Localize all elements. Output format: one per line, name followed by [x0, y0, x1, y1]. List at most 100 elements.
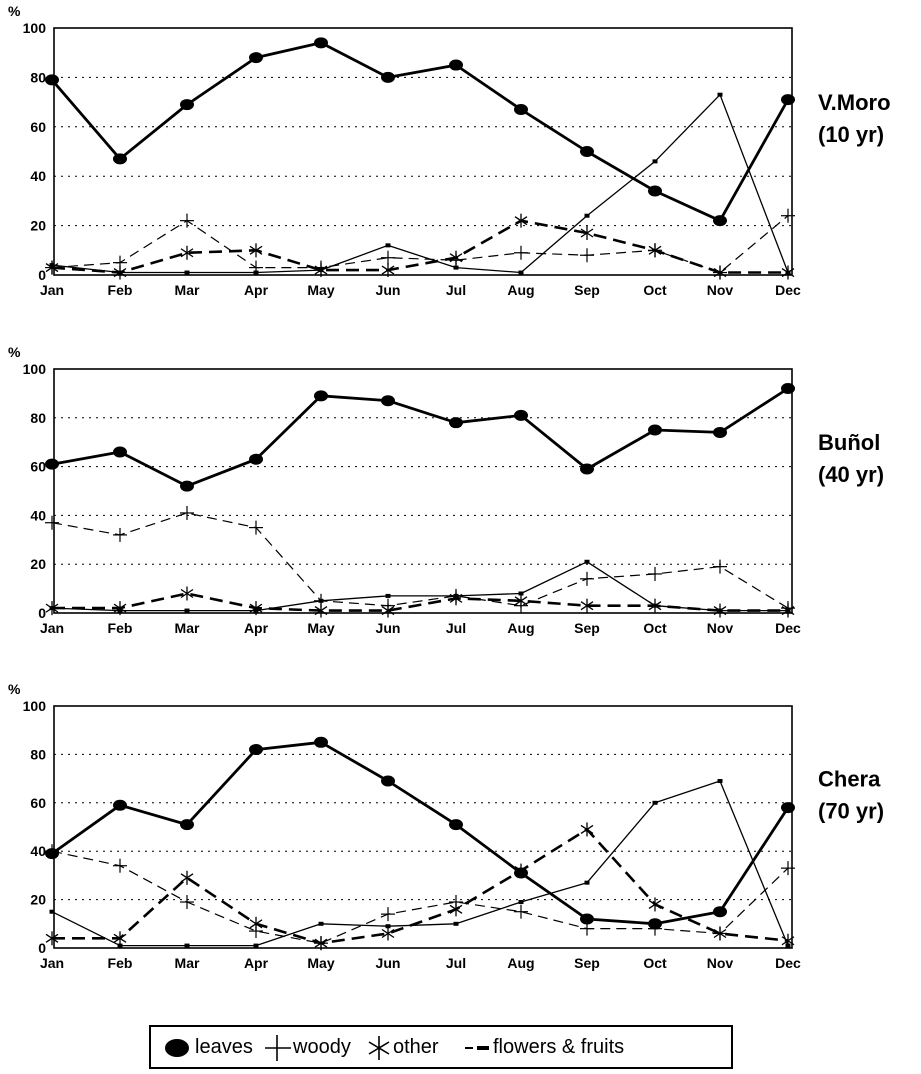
- leaves-point: [249, 744, 263, 756]
- x-tick-label: Apr: [244, 620, 269, 636]
- legend-woody-marker: [265, 1035, 291, 1061]
- leaves-point: [314, 390, 328, 402]
- y-tick-label: 40: [30, 507, 46, 523]
- x-tick-label: Mar: [175, 955, 200, 971]
- x-tick-label: Jun: [376, 282, 401, 298]
- flowers-point: [49, 606, 55, 611]
- other-point: [449, 250, 463, 265]
- site-label: V.Moro: [818, 90, 891, 115]
- other-point-d2: [713, 928, 727, 939]
- x-tick-label: Feb: [108, 282, 133, 298]
- woody-point: [514, 904, 528, 919]
- legend-woody-label: woody: [293, 1036, 351, 1058]
- other-point: [514, 863, 528, 878]
- other-point: [180, 870, 194, 885]
- woody-point: [781, 861, 795, 876]
- x-tick-label: Apr: [244, 282, 269, 298]
- other-point: [580, 598, 594, 613]
- y-tick-label: 100: [23, 361, 47, 377]
- series-line-woody: [51, 215, 789, 274]
- flowers-point: [49, 263, 55, 268]
- woody-point: [180, 505, 194, 520]
- legend-leaves-marker: [165, 1039, 189, 1057]
- plot-frame: [53, 368, 793, 614]
- other-point: [381, 603, 395, 618]
- flowers-point: [652, 603, 658, 608]
- flowers-point: [318, 598, 324, 603]
- flowers-point: [385, 593, 391, 598]
- other-point: [249, 243, 263, 258]
- woody-point: [180, 213, 194, 228]
- woody-point: [381, 250, 395, 265]
- other-point: [314, 936, 328, 951]
- flowers-point: [184, 270, 190, 275]
- leaves-point: [514, 409, 528, 421]
- y-tick-label: 60: [30, 459, 46, 475]
- x-tick-label: May: [307, 282, 334, 298]
- x-tick-label: Dec: [775, 955, 801, 971]
- other-point: [580, 822, 594, 837]
- flowers-point: [785, 943, 791, 948]
- leaves-point: [45, 74, 59, 86]
- other-point-d2: [449, 904, 463, 914]
- series-line-other: [52, 828, 789, 945]
- other-point-d2: [580, 228, 594, 238]
- y-tick-label: 60: [30, 119, 46, 135]
- woody-point: [113, 527, 127, 542]
- other-point-d2: [580, 824, 594, 834]
- x-tick-label: Oct: [643, 955, 667, 971]
- flowers-point: [117, 943, 123, 948]
- other-point-d2: [781, 936, 795, 946]
- woody-point: [781, 208, 795, 223]
- other-point-d2: [249, 919, 263, 929]
- leaves-point: [113, 153, 127, 165]
- y-tick-label: 100: [23, 20, 47, 36]
- leaves-point: [381, 71, 395, 83]
- flowers-point: [584, 213, 590, 218]
- flowers-point: [785, 270, 791, 275]
- leaves-point: [180, 480, 194, 492]
- other-point-d2: [648, 899, 662, 909]
- y-tick-label: 20: [30, 892, 46, 908]
- flowers-point: [318, 268, 324, 273]
- plot-frame: [53, 27, 793, 276]
- other-point: [314, 603, 328, 618]
- x-tick-label: Mar: [175, 282, 200, 298]
- other-point-d2: [514, 866, 528, 876]
- legend-flowers-label: flowers & fruits: [493, 1036, 625, 1058]
- woody-point: [514, 245, 528, 260]
- other-point-d2: [648, 245, 662, 255]
- woody-point: [113, 858, 127, 873]
- x-tick-label: Sep: [574, 282, 600, 298]
- flowers-point: [652, 800, 658, 805]
- x-tick-label: Sep: [574, 955, 600, 971]
- x-tick-label: Oct: [643, 282, 667, 298]
- y-tick-label: 40: [30, 843, 46, 859]
- series-line-flowers-fruits: [51, 780, 789, 947]
- other-point: [514, 593, 528, 608]
- other-point-d2: [180, 588, 194, 599]
- x-tick-label: Aug: [507, 955, 534, 971]
- other-point-d2: [180, 248, 194, 258]
- x-tick-label: Jul: [446, 955, 466, 971]
- flowers-point: [117, 608, 123, 613]
- other-point-d2: [449, 253, 463, 263]
- flowers-point: [49, 909, 55, 914]
- flowers-point: [385, 924, 391, 929]
- woody-point: [180, 895, 194, 910]
- x-tick-label: May: [307, 955, 334, 971]
- other-point: [648, 243, 662, 258]
- chart-panel-3: 0 20 40 60 80 100% Jan Feb Mar Apr May Jun Jul Aug Sep…: [8, 681, 884, 971]
- flowers-point: [652, 159, 658, 164]
- other-point: [381, 926, 395, 941]
- leaves-point: [449, 819, 463, 831]
- other-point-d2: [249, 245, 263, 255]
- leaves-point: [113, 446, 127, 458]
- leaves-point: [514, 104, 528, 116]
- site-age-label: (10 yr): [818, 122, 884, 147]
- leaves-point: [781, 383, 795, 395]
- legend-other-label: other: [393, 1036, 439, 1058]
- series-line-other: [52, 592, 788, 612]
- leaves-point: [580, 146, 594, 157]
